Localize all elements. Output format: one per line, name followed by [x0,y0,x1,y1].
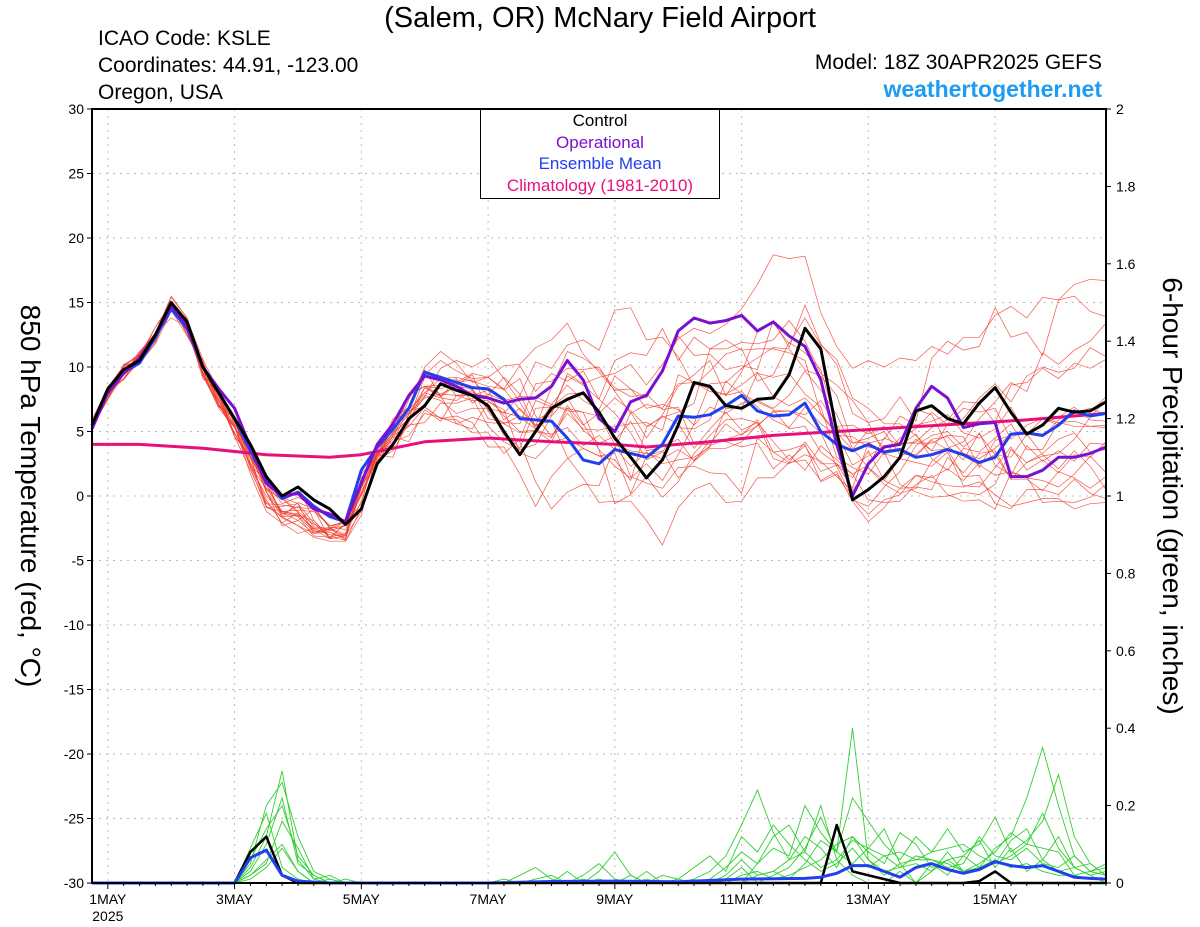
right-axis-label: 6-hour Precipitation (green, inches) [1157,277,1188,715]
region: Oregon, USA [98,81,223,104]
x-tick-label: 13MAY [846,891,892,907]
x-tick-label: 3MAY [216,891,254,907]
operational-line [90,303,1107,524]
left-tick-label: 5 [76,424,84,440]
right-tick-label: 1.6 [1116,256,1136,272]
temp-member-line [91,309,1107,546]
main-series [90,301,1107,885]
temp-member-line [91,301,1107,538]
temp-member-line [91,304,1107,539]
axis-ticks: 302520151050-5-10-15-20-25-3021.81.61.41… [64,101,1136,924]
left-tick-label: -5 [72,553,85,569]
right-tick-label: 0.8 [1116,565,1136,581]
legend-operational: Operational [556,132,644,152]
right-tick-label: 0.2 [1116,798,1136,814]
mean-precip-line [92,848,1107,885]
temp-member-line [91,254,1107,537]
site-link[interactable]: weathertogether.net [883,76,1102,102]
right-tick-label: 1.4 [1116,333,1136,349]
ensemble-members-precip [92,728,1107,884]
control-line [90,301,1107,526]
left-tick-label: 10 [68,359,84,375]
x-tick-label: 9MAY [596,891,634,907]
temp-member-line [91,296,1107,539]
right-tick-label: 0 [1116,875,1124,891]
legend: Control Operational Ensemble Mean Climat… [480,109,720,199]
right-tick-label: 1.8 [1116,178,1136,194]
precip-member-line [92,773,1107,884]
legend-control: Control [572,111,628,130]
left-tick-label: -30 [64,875,84,891]
left-tick-label: -25 [64,811,84,827]
right-tick-label: 2 [1116,101,1124,117]
x-tick-label: 7MAY [470,891,508,907]
coordinates: Coordinates: 44.91, -123.00 [98,54,359,77]
right-tick-label: 1.2 [1116,411,1136,427]
model-run: Model: 18Z 30APR2025 GEFS [814,51,1102,74]
left-tick-label: -15 [64,682,84,698]
temp-member-line [91,308,1107,527]
right-tick-label: 0.6 [1116,643,1136,659]
right-tick-label: 1 [1116,488,1124,504]
right-tick-label: 0.4 [1116,720,1136,736]
left-tick-label: 25 [68,166,84,182]
x-tick-sublabel: 2025 [92,908,123,924]
x-tick-label: 1MAY [89,891,127,907]
control-precip-line [92,823,1106,885]
left-tick-label: 30 [68,101,84,117]
precip-member-line [92,728,1107,884]
left-tick-label: 20 [68,230,84,246]
left-tick-label: -10 [64,617,84,633]
chart-title: (Salem, OR) McNary Field Airport [384,2,816,34]
left-tick-label: 0 [76,488,84,504]
left-tick-label: 15 [68,295,84,311]
left-tick-label: -20 [64,746,84,762]
x-tick-label: 15MAY [973,891,1019,907]
x-tick-label: 5MAY [343,891,381,907]
grid [92,109,1106,883]
icao-code: ICAO Code: KSLE [98,27,271,50]
legend-ensemble-mean: Ensemble Mean [538,154,662,173]
temp-member-line [91,305,1107,534]
x-tick-label: 11MAY [720,891,764,907]
ensemble-members-temp [91,254,1107,546]
left-axis-label: 850 hPa Temperature (red, °C) [15,304,46,688]
legend-climatology: Climatology (1981-2010) [506,175,694,195]
